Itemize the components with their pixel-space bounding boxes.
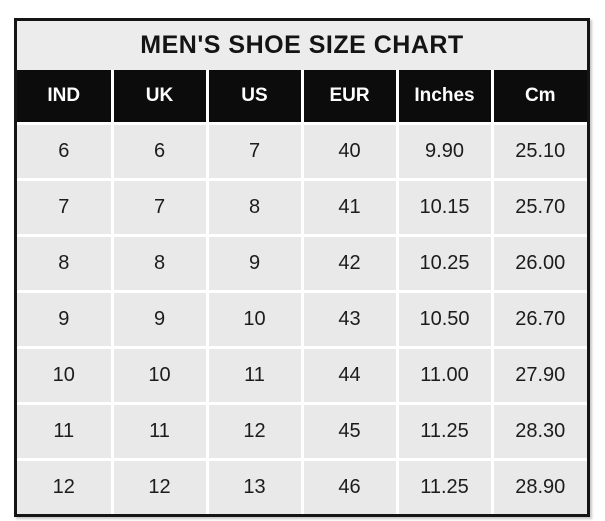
chart-title: MEN'S SHOE SIZE CHART <box>17 21 587 70</box>
table-row: 10 10 11 44 11.00 27.90 <box>17 346 587 404</box>
cell-eur: 46 <box>300 458 397 514</box>
cell-uk: 12 <box>110 458 207 514</box>
table-row: 12 12 13 46 11.25 28.90 <box>17 458 587 514</box>
cell-us: 12 <box>205 402 302 460</box>
cell-eur: 43 <box>300 290 397 348</box>
cell-eur: 40 <box>300 122 397 180</box>
cell-cm: 27.90 <box>490 346 587 404</box>
cell-ind: 12 <box>17 458 112 514</box>
cell-inches: 10.50 <box>395 290 492 348</box>
table-row: 11 11 12 45 11.25 28.30 <box>17 402 587 460</box>
cell-us: 7 <box>205 122 302 180</box>
cell-eur: 44 <box>300 346 397 404</box>
cell-uk: 8 <box>110 234 207 292</box>
cell-ind: 11 <box>17 402 112 460</box>
cell-ind: 9 <box>17 290 112 348</box>
cell-eur: 45 <box>300 402 397 460</box>
table-row: 9 9 10 43 10.50 26.70 <box>17 290 587 348</box>
col-header-us: US <box>205 70 302 124</box>
cell-eur: 42 <box>300 234 397 292</box>
size-conversion-table: IND UK US EUR Inches Cm 6 6 7 40 9.90 25… <box>17 70 587 514</box>
cell-inches: 10.15 <box>395 178 492 236</box>
cell-ind: 10 <box>17 346 112 404</box>
cell-ind: 7 <box>17 178 112 236</box>
cell-cm: 28.30 <box>490 402 587 460</box>
cell-inches: 11.00 <box>395 346 492 404</box>
cell-cm: 26.70 <box>490 290 587 348</box>
cell-ind: 8 <box>17 234 112 292</box>
table-row: 6 6 7 40 9.90 25.10 <box>17 122 587 180</box>
cell-eur: 41 <box>300 178 397 236</box>
header-row: IND UK US EUR Inches Cm <box>17 70 587 124</box>
col-header-eur: EUR <box>300 70 397 124</box>
cell-us: 8 <box>205 178 302 236</box>
cell-cm: 26.00 <box>490 234 587 292</box>
col-header-ind: IND <box>17 70 112 124</box>
cell-inches: 11.25 <box>395 402 492 460</box>
shoe-size-chart: MEN'S SHOE SIZE CHART IND UK US EUR Inch… <box>14 18 590 517</box>
cell-inches: 11.25 <box>395 458 492 514</box>
col-header-uk: UK <box>110 70 207 124</box>
cell-ind: 6 <box>17 122 112 180</box>
cell-uk: 9 <box>110 290 207 348</box>
table-row: 8 8 9 42 10.25 26.00 <box>17 234 587 292</box>
table-row: 7 7 8 41 10.15 25.70 <box>17 178 587 236</box>
cell-uk: 7 <box>110 178 207 236</box>
cell-cm: 28.90 <box>490 458 587 514</box>
col-header-cm: Cm <box>490 70 587 124</box>
cell-cm: 25.10 <box>490 122 587 180</box>
cell-us: 11 <box>205 346 302 404</box>
col-header-inches: Inches <box>395 70 492 124</box>
cell-cm: 25.70 <box>490 178 587 236</box>
cell-us: 9 <box>205 234 302 292</box>
cell-uk: 6 <box>110 122 207 180</box>
cell-uk: 10 <box>110 346 207 404</box>
cell-uk: 11 <box>110 402 207 460</box>
cell-inches: 9.90 <box>395 122 492 180</box>
cell-us: 10 <box>205 290 302 348</box>
cell-inches: 10.25 <box>395 234 492 292</box>
cell-us: 13 <box>205 458 302 514</box>
